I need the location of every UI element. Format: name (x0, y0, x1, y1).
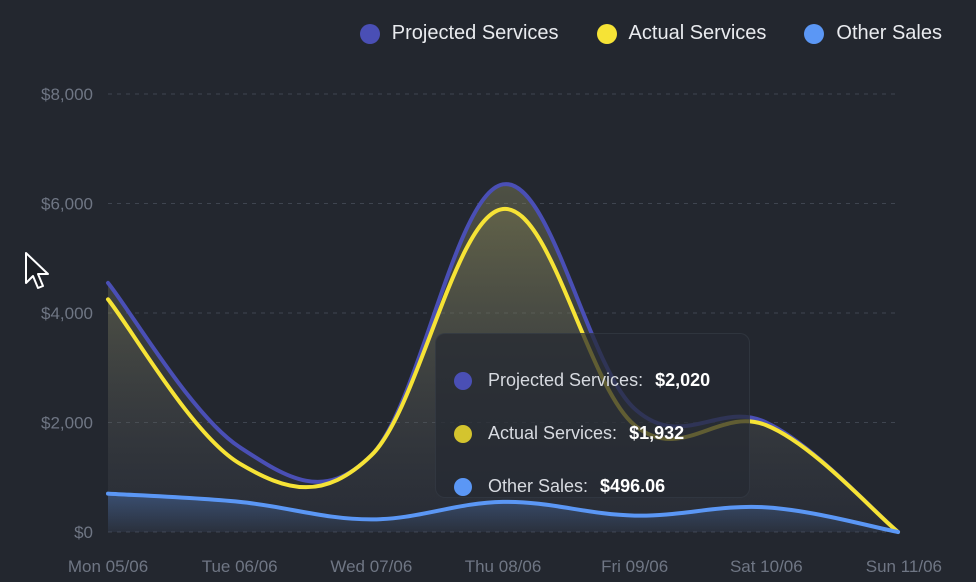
x-tick-label: Sun 11/06 (866, 557, 942, 576)
legend-label-other-sales: Other Sales (836, 22, 942, 44)
y-tick-label: $8,000 (41, 85, 93, 104)
chart-legend: Projected Services Actual Services Other… (359, 22, 942, 45)
tooltip-value-projected-services: $2,020 (655, 370, 711, 390)
tooltip-marker-projected-services (454, 371, 472, 390)
series-lines (106, 182, 900, 534)
x-tick-label: Wed 07/06 (330, 557, 412, 576)
tooltip-row-projected-services: Projected Services: $2,020 (454, 354, 749, 407)
series-line-other-sales (106, 491, 900, 534)
tooltip-label-projected-services: Projected Services: (488, 370, 644, 390)
y-tick-label: $4,000 (41, 304, 93, 323)
tooltip-label-other-sales: Other Sales: (488, 476, 589, 496)
tooltip-row-other-sales: Other Sales: $496.06 (454, 460, 749, 513)
x-tick-label: Sat 10/06 (730, 557, 803, 576)
legend-label-actual-services: Actual Services (628, 22, 767, 44)
chart-tooltip: Projected Services: $2,020 Actual Servic… (435, 333, 750, 498)
tooltip-marker-other-sales (454, 477, 472, 496)
x-axis: Mon 05/06 Tue 06/06 Wed 07/06 Thu 08/06 Fri … (68, 557, 942, 576)
legend-item-actual-services[interactable]: Actual Services (596, 22, 767, 45)
legend-item-projected-services[interactable]: Projected Services (359, 22, 559, 45)
legend-item-other-sales[interactable]: Other Sales (804, 22, 942, 45)
tooltip-row-actual-services: Actual Services: $1,932 (454, 407, 749, 460)
tooltip-label-actual-services: Actual Services: (488, 423, 618, 443)
x-tick-label: Fri 09/06 (601, 557, 668, 576)
legend-marker-projected-services (359, 23, 380, 44)
series-area-other-sales (108, 493, 898, 532)
tooltip-marker-actual-services (454, 424, 472, 443)
y-axis: $8,000 $6,000 $4,000 $2,000 $0 (41, 85, 93, 542)
legend-marker-other-sales (804, 23, 825, 44)
y-tick-label: $6,000 (41, 195, 93, 214)
legend-marker-actual-services (596, 23, 617, 44)
x-tick-label: Thu 08/06 (465, 557, 542, 576)
mouse-pointer-icon (25, 252, 49, 289)
series-line-projected-services (106, 182, 900, 534)
legend-label-projected-services: Projected Services (391, 22, 559, 44)
x-tick-label: Tue 06/06 (202, 557, 278, 576)
tooltip-value-actual-services: $1,932 (629, 423, 685, 443)
series-line-actual-services (106, 206, 900, 534)
y-tick-label: $2,000 (41, 414, 93, 433)
y-tick-label: $0 (74, 523, 93, 542)
tooltip-value-other-sales: $496.06 (600, 476, 666, 496)
x-tick-label: Mon 05/06 (68, 557, 148, 576)
